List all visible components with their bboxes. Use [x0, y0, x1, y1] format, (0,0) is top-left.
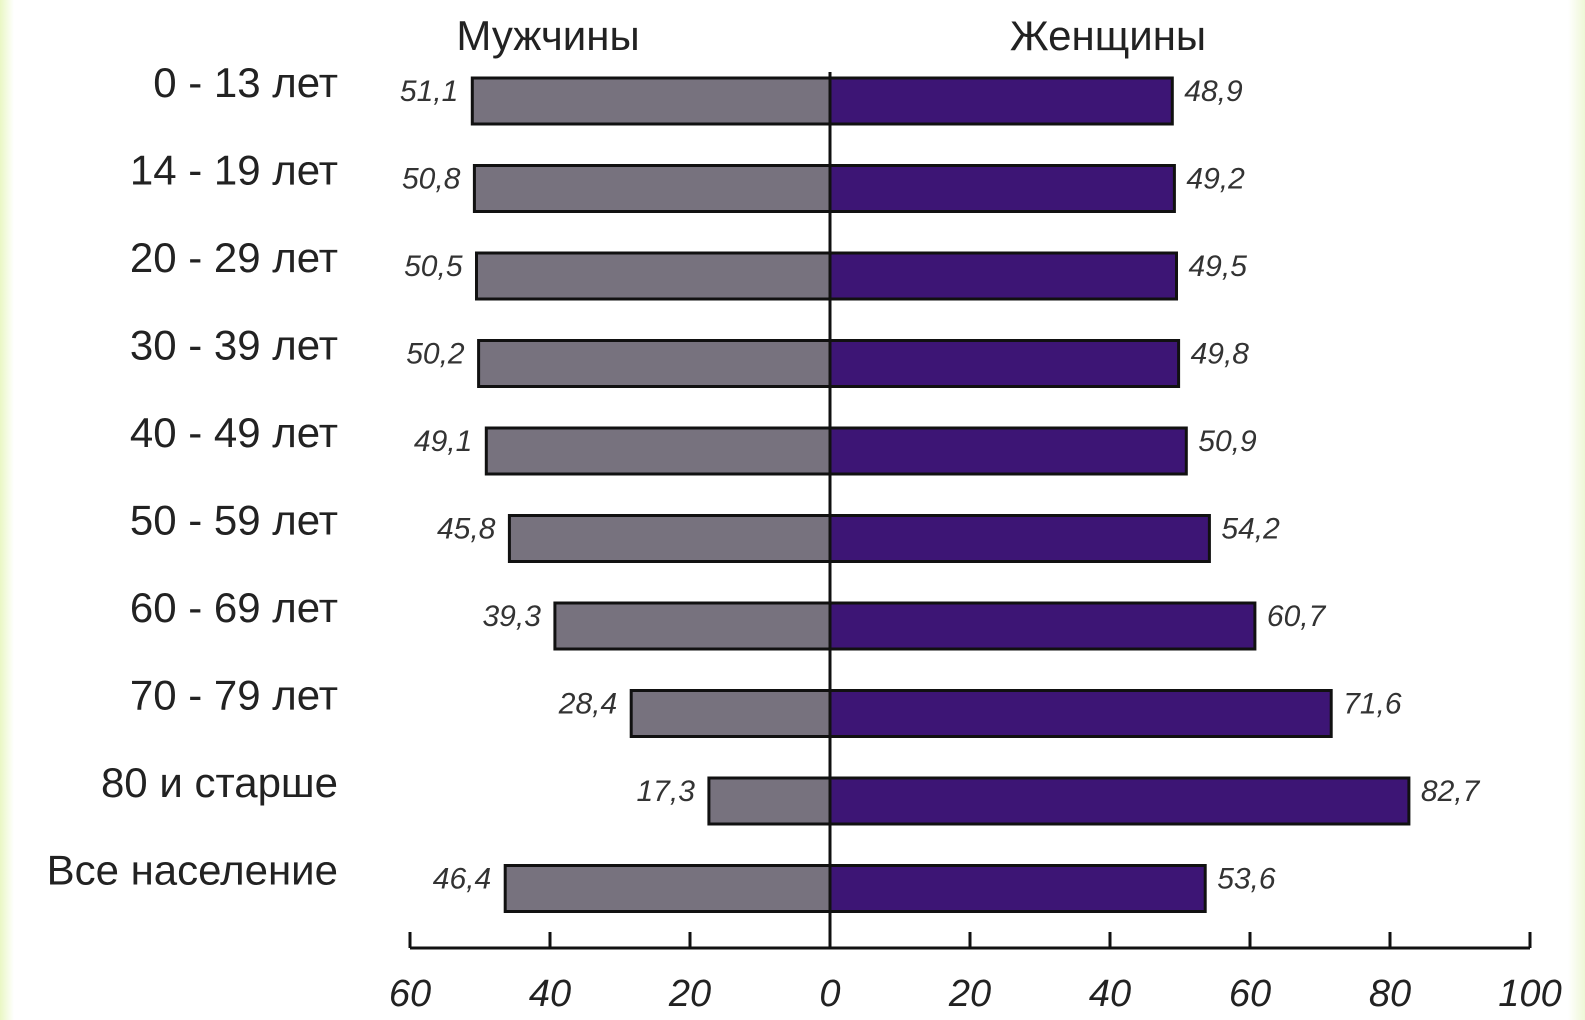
bar-men [472, 164, 832, 213]
category-label: Все население [47, 847, 338, 894]
bar-women [828, 776, 1411, 826]
x-tick-label: 60 [389, 973, 431, 1015]
category-label: 0 - 13 лет [153, 59, 338, 106]
value-label-men: 46,4 [433, 863, 491, 896]
category-label: 30 - 39 лет [130, 322, 338, 369]
series-header-women: Женщины [1010, 12, 1206, 59]
value-label-women: 49,5 [1189, 250, 1248, 283]
value-label-men: 50,8 [402, 163, 461, 196]
x-tick-label: 100 [1498, 973, 1561, 1015]
bar-men [470, 76, 832, 126]
bar-women [828, 164, 1176, 213]
value-label-women: 48,9 [1184, 75, 1243, 108]
value-label-women: 50,9 [1198, 425, 1257, 458]
value-label-women: 54,2 [1221, 513, 1280, 546]
value-label-men: 28,4 [558, 688, 617, 721]
value-label-women: 49,8 [1191, 338, 1250, 371]
bar-men [503, 864, 832, 913]
bar-men [553, 601, 832, 651]
bar-men [629, 689, 832, 738]
bar-women [828, 601, 1257, 651]
value-label-men: 17,3 [637, 775, 696, 808]
bar-men [475, 251, 832, 301]
value-label-women: 82,7 [1421, 775, 1481, 808]
value-label-men: 50,2 [406, 338, 465, 371]
value-label-men: 49,1 [414, 425, 472, 458]
category-label: 20 - 29 лет [130, 234, 338, 281]
category-label: 80 и старше [101, 759, 338, 806]
series-header-men: Мужчины [456, 12, 639, 59]
bar-women [828, 251, 1178, 301]
category-label: 50 - 59 лет [130, 497, 338, 544]
bar-women [828, 514, 1211, 563]
bar-men [507, 514, 832, 563]
bar-women [828, 864, 1207, 913]
x-tick-label: 80 [1369, 973, 1411, 1015]
category-label: 14 - 19 лет [130, 147, 338, 194]
bar-men [484, 426, 832, 476]
bar-men [477, 339, 832, 388]
bar-women [828, 76, 1174, 126]
x-tick-label: 20 [948, 973, 991, 1015]
value-label-men: 50,5 [404, 250, 463, 283]
value-label-women: 71,6 [1343, 688, 1402, 721]
category-label: 60 - 69 лет [130, 584, 338, 631]
category-label: 40 - 49 лет [130, 409, 338, 456]
x-tick-label: 40 [1089, 973, 1131, 1015]
bar-women [828, 689, 1333, 738]
value-label-men: 39,3 [483, 600, 542, 633]
bar-women [828, 339, 1181, 388]
x-tick-label: 20 [668, 973, 711, 1015]
category-label: 70 - 79 лет [130, 672, 338, 719]
value-label-men: 45,8 [437, 513, 496, 546]
x-tick-label: 60 [1229, 973, 1271, 1015]
value-label-women: 53,6 [1217, 863, 1276, 896]
value-label-men: 51,1 [400, 75, 458, 108]
bar-men [707, 776, 832, 826]
bar-women [828, 426, 1188, 476]
x-tick-label: 40 [529, 973, 571, 1015]
value-label-women: 49,2 [1186, 163, 1245, 196]
x-tick-label: 0 [819, 973, 840, 1015]
value-label-women: 60,7 [1267, 600, 1327, 633]
